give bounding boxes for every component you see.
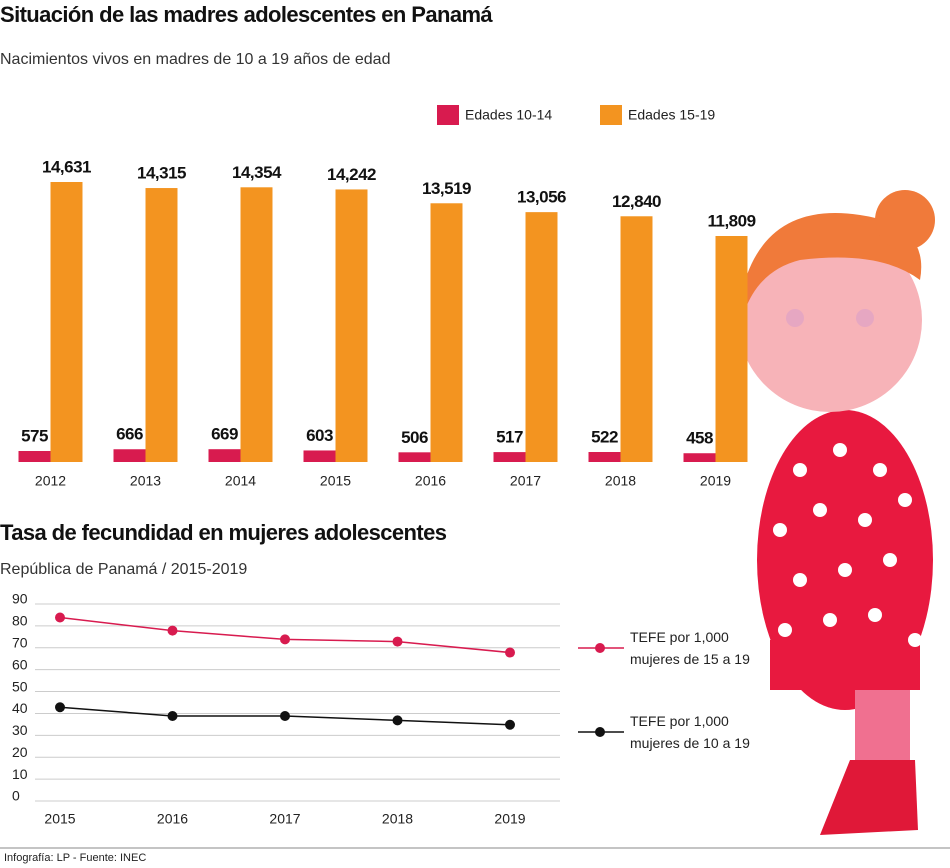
shoe — [820, 760, 918, 835]
legend-label: TEFE por 1,000 mujeres de 15 a 19 — [630, 629, 750, 667]
chart-title: Situación de las madres adolescentes en … — [0, 2, 493, 27]
chart-subtitle: Nacimientos vivos en madres de 10 a 19 a… — [0, 51, 390, 68]
bar — [335, 189, 368, 463]
value-label: 506 — [401, 428, 428, 447]
value-label: 14,354 — [232, 163, 282, 182]
eye — [856, 309, 874, 327]
x-tick-label: 2013 — [130, 473, 161, 489]
x-tick-label: 2017 — [510, 473, 541, 489]
y-tick-label: 50 — [12, 678, 28, 694]
value-label: 575 — [21, 426, 48, 445]
head — [738, 228, 922, 412]
value-label: 517 — [496, 428, 523, 447]
bar — [588, 452, 621, 462]
dress — [757, 410, 933, 710]
point — [392, 715, 403, 726]
value-label: 11,809 — [707, 211, 755, 230]
bar — [683, 453, 716, 462]
x-tick-label: 2018 — [382, 811, 413, 827]
hair — [740, 213, 922, 310]
value-label: 666 — [116, 425, 143, 444]
value-label: 458 — [686, 429, 713, 448]
legend-label: TEFE por 1,000 mujeres de 10 a 19 — [630, 713, 750, 751]
value-label: 603 — [306, 426, 333, 445]
bar — [18, 450, 51, 462]
bar — [145, 188, 178, 463]
x-tick-label: 2018 — [605, 473, 636, 489]
bar — [525, 212, 558, 462]
bar — [50, 182, 83, 462]
point — [505, 719, 515, 730]
y-tick-label: 10 — [12, 766, 28, 782]
dress-hem — [770, 640, 920, 690]
value-label: 14,315 — [137, 164, 186, 183]
y-tick-label: 40 — [12, 700, 28, 716]
point — [55, 612, 65, 623]
value-label: 14,242 — [327, 165, 376, 184]
eye — [786, 309, 804, 327]
x-tick-label: 2017 — [269, 811, 300, 827]
x-tick-label: 2015 — [44, 811, 75, 827]
x-tick-label: 2014 — [225, 473, 256, 489]
y-tick-label: 90 — [12, 591, 28, 607]
dots — [773, 443, 922, 647]
x-tick-label: 2015 — [320, 473, 351, 489]
legend-label: Edades 10-14 — [465, 107, 552, 123]
legend-swatch — [437, 105, 459, 125]
y-tick-label: 80 — [12, 613, 28, 629]
bar — [113, 449, 146, 462]
legend-marker — [595, 727, 605, 737]
hair-bun — [875, 190, 935, 250]
bar — [398, 452, 431, 462]
point — [392, 636, 403, 647]
y-tick-label: 60 — [12, 656, 28, 672]
legend-label: Edades 15-19 — [628, 107, 715, 123]
value-label: 12,840 — [612, 192, 661, 211]
point — [280, 711, 290, 722]
value-label: 13,519 — [422, 179, 471, 198]
y-tick-label: 0 — [12, 788, 20, 804]
value-label: 522 — [591, 427, 618, 446]
chart-subtitle: República de Panamá / 2015-2019 — [0, 561, 247, 578]
x-tick-label: 2016 — [415, 473, 446, 489]
bar — [208, 449, 241, 462]
point — [55, 702, 65, 713]
bar — [493, 452, 526, 462]
value-label: 13,056 — [517, 188, 566, 207]
legend-swatch — [600, 105, 622, 125]
point — [280, 634, 290, 645]
y-tick-label: 20 — [12, 744, 28, 760]
x-tick-label: 2019 — [494, 811, 525, 827]
doll-illustration — [738, 190, 935, 835]
point — [167, 711, 178, 722]
x-tick-label: 2012 — [35, 473, 66, 489]
bar — [240, 187, 273, 462]
point — [167, 625, 178, 636]
bar — [303, 450, 336, 462]
footer: Infografía: LP - Fuente: INEC — [4, 852, 146, 864]
y-tick-label: 30 — [12, 722, 28, 738]
y-tick-label: 70 — [12, 634, 28, 650]
bar — [430, 203, 463, 463]
x-tick-label: 2016 — [157, 811, 188, 827]
bar — [620, 216, 653, 462]
legend-marker — [595, 643, 605, 653]
value-label: 669 — [211, 425, 238, 444]
chart-title: Tasa de fecundidad en mujeres adolescent… — [0, 520, 447, 545]
bar — [715, 236, 748, 462]
value-label: 14,631 — [42, 157, 91, 176]
point — [505, 647, 515, 658]
x-tick-label: 2019 — [700, 473, 731, 489]
